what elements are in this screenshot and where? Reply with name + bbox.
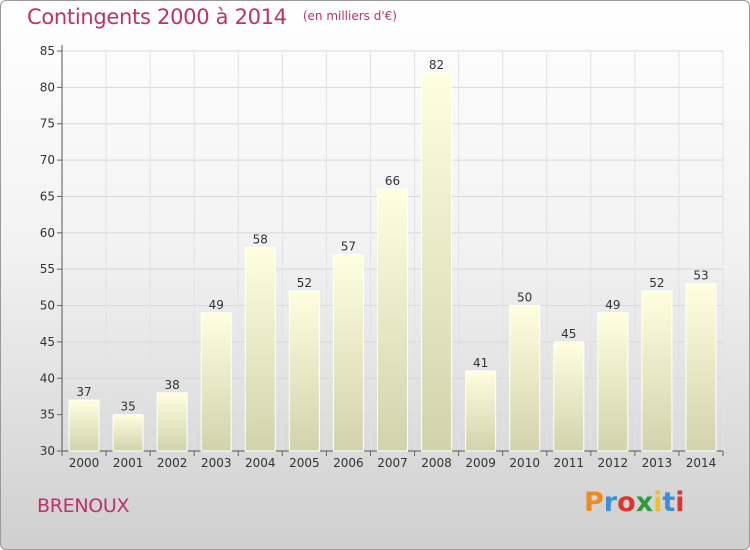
data-label-2002: 38 (165, 378, 180, 392)
y-tick-label: 30 (40, 444, 55, 458)
x-tick-label-2010: 2010 (509, 456, 540, 470)
y-tick-label: 40 (40, 371, 55, 385)
x-tick-label-2014: 2014 (686, 456, 717, 470)
x-tick-label-2003: 2003 (201, 456, 232, 470)
x-tick-label-2006: 2006 (333, 456, 364, 470)
bar-2002 (156, 392, 188, 452)
data-label-2005: 52 (297, 276, 312, 290)
data-label-2006: 57 (341, 240, 356, 254)
data-label-2008: 82 (429, 58, 444, 72)
data-label-2003: 49 (209, 298, 224, 312)
y-tick-label: 60 (40, 226, 55, 240)
bar-2004 (244, 246, 276, 452)
logo-letter: o (617, 487, 636, 518)
logo-letter: i (675, 487, 685, 518)
data-label-2009: 41 (473, 356, 488, 370)
data-label-2007: 66 (385, 174, 400, 188)
data-label-2004: 58 (253, 232, 268, 246)
logo-letter: P (584, 487, 604, 518)
bar-2009 (465, 370, 497, 452)
bar-2008 (421, 72, 453, 452)
data-label-2010: 50 (517, 291, 532, 305)
title-block: Contingents 2000 à 2014 (en milliers d'€) (27, 5, 397, 29)
y-tick-label: 65 (40, 189, 55, 203)
x-tick-label-2000: 2000 (69, 456, 100, 470)
y-tick-label: 75 (40, 117, 55, 131)
data-label-2001: 35 (120, 400, 135, 414)
y-tick-label: 80 (40, 80, 55, 94)
bars (68, 72, 717, 452)
bar-2006 (332, 254, 364, 452)
bar-2001 (112, 414, 144, 452)
x-tick-label-2009: 2009 (465, 456, 496, 470)
chart-subtitle: (en milliers d'€) (302, 9, 397, 23)
bar-2014 (685, 283, 717, 452)
data-label-2000: 37 (76, 385, 91, 399)
y-tick-label: 55 (40, 262, 55, 276)
logo-letter: x (635, 487, 654, 518)
x-tick-label-2001: 2001 (113, 456, 144, 470)
proxiti-logo: Proxiti (584, 487, 685, 518)
y-tick-label: 50 (40, 299, 55, 313)
x-tick-label-2007: 2007 (377, 456, 408, 470)
x-tick-label-2011: 2011 (553, 456, 584, 470)
bar-2010 (509, 305, 541, 452)
y-tick-label: 70 (40, 153, 55, 167)
x-tick-label-2004: 2004 (245, 456, 276, 470)
bar-2000 (68, 399, 100, 452)
bar-2005 (288, 290, 320, 452)
commune-name: BRENOUX (37, 495, 130, 517)
y-tick-label: 35 (40, 408, 55, 422)
logo-letter: i (653, 487, 663, 518)
bar-2003 (200, 312, 232, 452)
bar-2007 (377, 188, 408, 452)
x-tick-label-2012: 2012 (598, 456, 629, 470)
logo-letter: r (603, 487, 618, 518)
data-label-2013: 52 (649, 276, 664, 290)
bar-2012 (597, 312, 629, 452)
data-label-2014: 53 (693, 269, 708, 283)
data-label-2011: 45 (561, 327, 576, 341)
y-tick-label: 85 (40, 44, 55, 58)
x-tick-label-2005: 2005 (289, 456, 320, 470)
chart-title: Contingents 2000 à 2014 (27, 5, 287, 29)
y-tick-label: 45 (40, 335, 55, 349)
data-label-2012: 49 (605, 298, 620, 312)
x-tick-label-2002: 2002 (157, 456, 188, 470)
x-tick-label-2013: 2013 (642, 456, 673, 470)
logo-letter: t (662, 487, 676, 518)
labels: 30 35 40 45 50 55 60 65 70 75 80 85 37 2000 35 2001 38 20… (40, 44, 717, 470)
x-tick-label-2008: 2008 (421, 456, 452, 470)
bar-2011 (553, 341, 585, 452)
bar-2013 (641, 290, 673, 452)
